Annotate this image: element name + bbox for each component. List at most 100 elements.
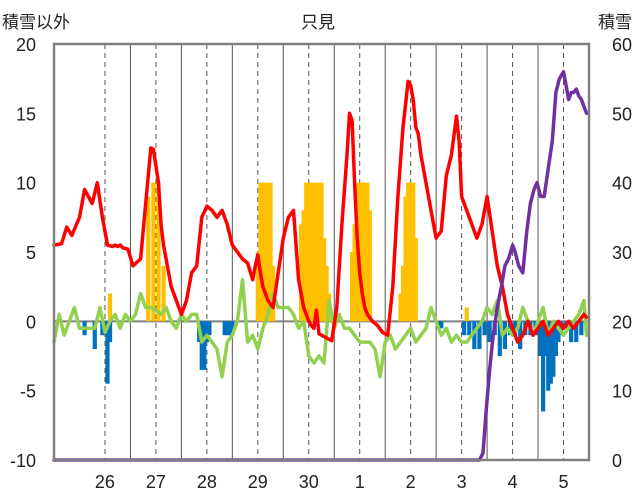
precip-bar <box>558 321 564 336</box>
precip-bar <box>439 321 444 329</box>
precip-bar <box>551 321 556 377</box>
x-tick-label: 29 <box>248 472 268 492</box>
x-tick-label: 1 <box>355 472 365 492</box>
x-tick-label: 30 <box>299 472 319 492</box>
precip-bar <box>502 321 508 350</box>
precip-bar <box>204 321 209 343</box>
precip-bar <box>403 196 408 322</box>
precip-bar <box>151 182 156 322</box>
precip-bar <box>538 321 543 356</box>
precip-bar <box>462 321 467 336</box>
precip-bar <box>222 321 227 336</box>
precip-bar <box>360 182 365 322</box>
snow-depth-line <box>52 69 589 462</box>
precip-bar <box>472 321 477 350</box>
precip-bar <box>156 182 161 322</box>
right-tick-label: 60 <box>612 35 632 55</box>
temperature-line <box>52 79 589 344</box>
left-tick-label: 5 <box>26 243 36 263</box>
right-tick-label: 10 <box>612 382 632 402</box>
left-axis-label: 積雪以外 <box>2 13 70 33</box>
precip-bar <box>487 321 492 343</box>
plot-frame-layer <box>52 42 591 462</box>
precip-bar <box>464 307 469 322</box>
right-tick-label: 0 <box>612 451 622 471</box>
precip-bar <box>467 321 472 336</box>
precip-bar <box>362 182 367 322</box>
precip-bar <box>314 182 319 322</box>
precip-bar <box>497 321 502 356</box>
precip-bar <box>107 293 113 322</box>
precip-bar <box>265 182 271 322</box>
precip-bar <box>400 265 406 322</box>
precip-bar <box>413 238 418 322</box>
precip-bar <box>548 321 553 384</box>
precip-bar <box>105 321 110 384</box>
left-tick-label: 10 <box>16 174 36 194</box>
precip-bar <box>304 182 309 322</box>
x-tick-label: 4 <box>508 472 518 492</box>
precip-bar <box>321 238 327 322</box>
precip-bar <box>507 321 513 336</box>
precip-bar <box>199 321 204 370</box>
precip-bar <box>161 265 166 322</box>
precip-bar <box>316 182 322 322</box>
precip-bar <box>406 182 411 322</box>
x-tick-label: 3 <box>457 472 467 492</box>
precip-bar <box>301 210 306 322</box>
series-lines-layer <box>52 69 589 462</box>
precip-bar <box>398 293 403 322</box>
precip-bar <box>299 224 304 322</box>
precip-bar <box>513 321 518 336</box>
plot-frame <box>52 42 591 462</box>
precip-bar <box>569 321 574 343</box>
left-tick-label: 15 <box>16 104 36 124</box>
x-tick-label: 2 <box>406 472 416 492</box>
precip-bar <box>306 182 311 322</box>
precip-bar <box>553 321 558 356</box>
precip-bar <box>352 224 357 322</box>
precip-bar <box>546 321 551 391</box>
precip-bar <box>541 321 546 412</box>
wind-line <box>52 277 589 379</box>
precip-bar <box>518 321 523 350</box>
precip-bar <box>263 182 268 322</box>
precip-bar <box>258 182 263 322</box>
right-tick-label: 40 <box>612 174 632 194</box>
right-tick-label: 50 <box>612 104 632 124</box>
precip-bar <box>202 321 207 370</box>
precip-bar <box>107 321 113 343</box>
right-tick-label: 20 <box>612 312 632 332</box>
precip-bar <box>349 252 355 322</box>
precip-bar <box>579 321 584 336</box>
left-tick-label: 20 <box>16 35 36 55</box>
x-tick-label: 28 <box>197 472 217 492</box>
right-axis-label: 積雪 <box>598 13 632 33</box>
precip-bar <box>556 321 561 343</box>
precip-bar <box>365 182 370 322</box>
precip-bar <box>260 182 266 322</box>
left-tick-label: -5 <box>20 382 36 402</box>
precip-bar <box>92 321 97 350</box>
precip-bar <box>230 321 235 336</box>
precip-bar <box>309 182 314 322</box>
precip-bar <box>207 321 212 336</box>
precip-bar <box>482 321 487 336</box>
x-tick-label: 26 <box>95 472 115 492</box>
precip-bar <box>543 321 548 356</box>
precip-bar <box>146 196 151 322</box>
precip-bar <box>311 182 316 322</box>
precip-bar <box>255 252 260 322</box>
precip-bar <box>574 321 579 343</box>
precip-bar <box>319 182 324 322</box>
chart-title: 只見 <box>301 13 335 33</box>
left-tick-label: 0 <box>26 312 36 332</box>
precip-bar <box>268 182 273 322</box>
precip-bar <box>227 321 232 336</box>
left-tick-label: -10 <box>10 451 36 471</box>
precip-bar <box>367 210 373 322</box>
precip-bar <box>408 182 413 322</box>
x-tick-label: 5 <box>559 472 569 492</box>
